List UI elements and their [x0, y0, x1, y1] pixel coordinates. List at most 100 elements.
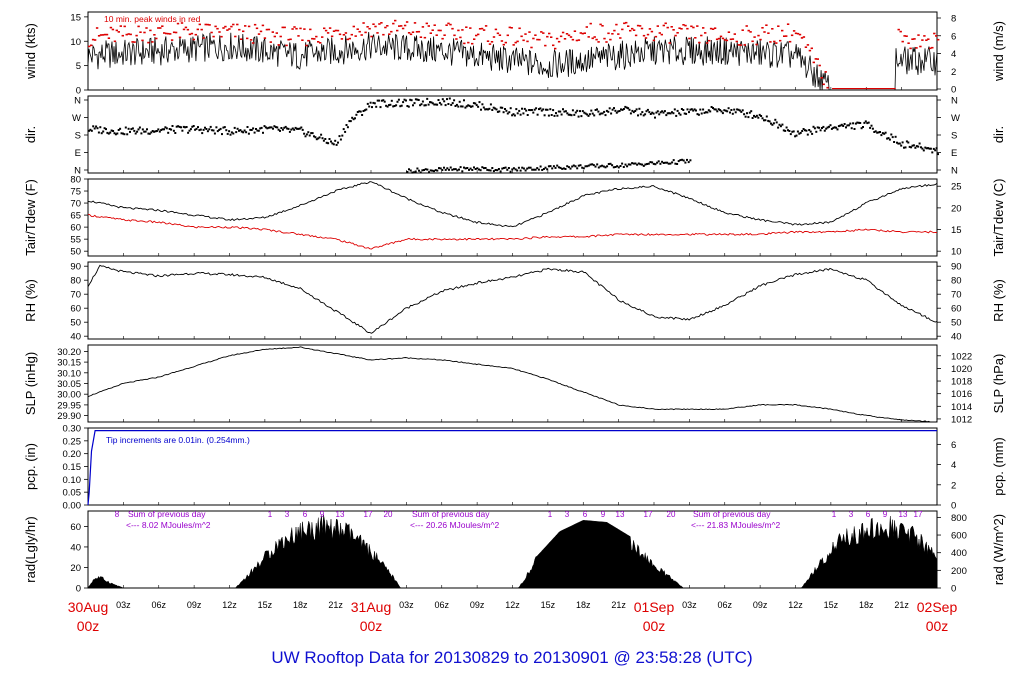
- y-left-tick-label: 30.00: [57, 390, 81, 401]
- peak-wind-mark: [281, 26, 284, 29]
- peak-wind-mark: [212, 35, 215, 38]
- direction-point: [395, 104, 398, 107]
- peak-wind-mark: [524, 33, 527, 35]
- peak-wind-mark: [419, 36, 423, 38]
- direction-point: [723, 109, 726, 112]
- peak-wind-mark: [775, 42, 778, 44]
- peak-wind-mark: [719, 35, 723, 38]
- direction-point: [273, 125, 276, 128]
- peak-wind-mark: [658, 32, 661, 34]
- direction-point: [704, 111, 707, 114]
- peak-wind-mark: [210, 31, 213, 34]
- direction-point: [713, 108, 716, 111]
- direction-point: [345, 124, 348, 126]
- peak-wind-mark: [384, 26, 387, 29]
- peak-wind-mark: [749, 31, 752, 33]
- direction-point: [802, 128, 805, 130]
- direction-point: [262, 131, 264, 134]
- direction-point: [719, 109, 722, 112]
- peak-wind-mark: [117, 31, 120, 33]
- y-left-tick-label: 0: [76, 584, 81, 595]
- peak-wind-mark: [141, 39, 144, 42]
- direction-point: [910, 146, 913, 149]
- direction-point: [412, 104, 414, 107]
- direction-point: [134, 132, 137, 135]
- peak-wind-mark: [111, 28, 115, 31]
- x-date-hour-label: 00z: [926, 618, 949, 634]
- peak-wind-mark: [392, 22, 395, 25]
- direction-point: [755, 114, 758, 117]
- peak-wind-mark: [301, 39, 304, 41]
- direction-point: [180, 126, 182, 129]
- direction-point: [799, 131, 802, 134]
- direction-point: [903, 146, 905, 149]
- peak-wind-mark: [808, 49, 812, 52]
- y-left-tick-label: 50: [70, 318, 81, 329]
- direction-point: [809, 130, 812, 133]
- direction-point: [448, 97, 451, 100]
- peak-wind-mark: [927, 38, 930, 40]
- peak-wind-mark: [486, 40, 490, 42]
- direction-point: [714, 108, 717, 111]
- direction-point: [182, 125, 185, 128]
- peak-wind-mark: [792, 30, 796, 32]
- direction-point: [557, 110, 560, 113]
- peak-wind-mark: [532, 37, 535, 40]
- direction-point: [890, 133, 893, 136]
- peak-wind-mark: [577, 39, 581, 41]
- direction-point: [577, 164, 580, 167]
- peak-wind-mark: [447, 22, 450, 25]
- peak-wind-mark: [206, 23, 209, 26]
- direction-point: [529, 109, 532, 112]
- direction-point: [197, 126, 199, 129]
- direction-point: [389, 103, 392, 106]
- y-right-tick-label: 70: [951, 290, 962, 301]
- x-hour-tick-label: 09z: [470, 600, 485, 610]
- direction-point: [524, 169, 527, 172]
- direction-point: [124, 126, 127, 129]
- peak-wind-mark: [652, 39, 656, 42]
- direction-point: [587, 114, 590, 117]
- direction-point: [532, 168, 535, 171]
- direction-point: [787, 129, 789, 132]
- direction-point: [362, 110, 365, 112]
- peak-wind-mark: [471, 42, 474, 45]
- direction-point: [915, 145, 918, 148]
- peak-wind-mark: [781, 29, 784, 32]
- direction-point: [279, 129, 281, 132]
- peak-wind-mark: [603, 37, 606, 40]
- direction-point: [753, 114, 755, 117]
- peak-wind-mark: [218, 31, 221, 33]
- direction-point: [318, 136, 321, 139]
- direction-point: [471, 105, 474, 108]
- peak-wind-mark: [115, 29, 118, 32]
- direction-point: [499, 170, 502, 173]
- peak-wind-mark: [415, 31, 419, 33]
- direction-point: [236, 127, 239, 130]
- direction-point: [256, 129, 259, 132]
- direction-point: [518, 109, 521, 112]
- direction-point: [540, 109, 543, 112]
- peak-wind-mark: [660, 33, 663, 36]
- direction-point: [463, 99, 465, 102]
- y-right-tick-label: 200: [951, 566, 967, 577]
- direction-point: [789, 133, 792, 136]
- peak-wind-mark: [729, 38, 733, 41]
- direction-point: [507, 167, 510, 169]
- hour-label: 13: [336, 510, 345, 519]
- direction-point: [165, 127, 168, 130]
- peak-wind-mark: [502, 43, 505, 46]
- direction-point: [602, 165, 605, 168]
- direction-point: [845, 126, 847, 129]
- direction-point: [284, 125, 287, 128]
- direction-point: [407, 105, 410, 108]
- peak-wind-mark: [303, 28, 306, 30]
- hour-label: 8: [115, 510, 120, 519]
- peak-wind-mark: [816, 58, 819, 60]
- direction-point: [509, 170, 512, 173]
- peak-wind-mark: [477, 33, 480, 36]
- x-hour-tick-label: 09z: [753, 600, 768, 610]
- direction-point: [581, 110, 584, 113]
- direction-point: [431, 169, 434, 172]
- y-right-tick-label: 800: [951, 513, 967, 524]
